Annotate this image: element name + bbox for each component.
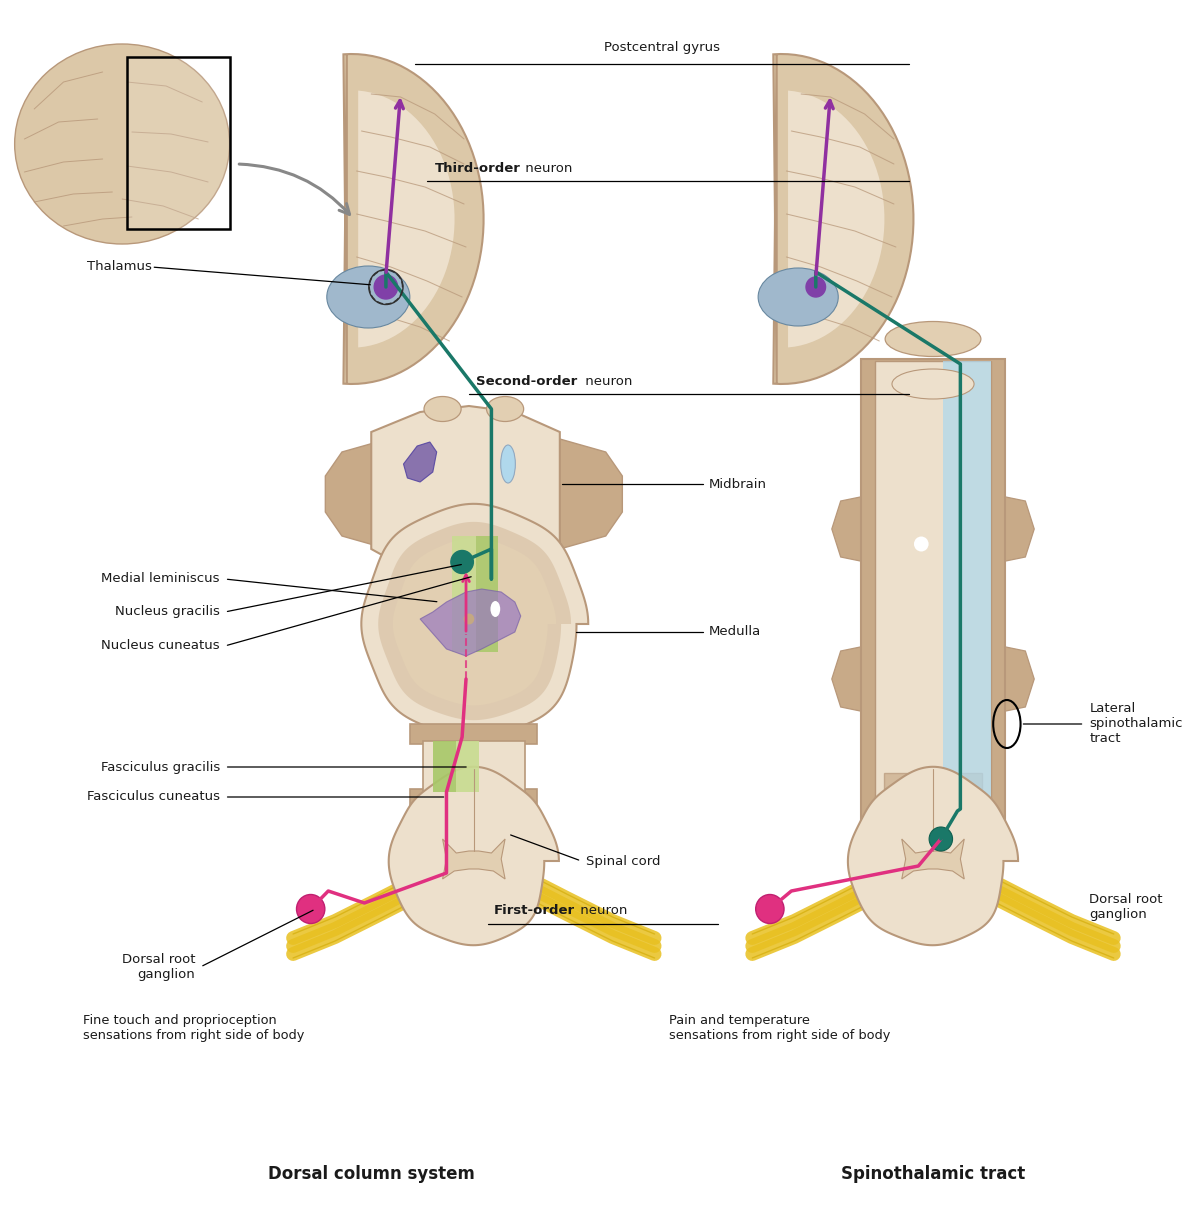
Text: Thalamus: Thalamus (86, 261, 151, 274)
Circle shape (806, 277, 826, 297)
Polygon shape (991, 494, 1034, 564)
Text: Second-order: Second-order (475, 375, 577, 388)
Polygon shape (371, 406, 560, 583)
Polygon shape (862, 359, 1004, 839)
Circle shape (451, 551, 473, 574)
Circle shape (296, 895, 325, 923)
Ellipse shape (886, 322, 980, 356)
Polygon shape (901, 839, 965, 879)
Circle shape (929, 827, 953, 850)
Text: Spinothalamic tract: Spinothalamic tract (841, 1165, 1025, 1184)
Text: Dorsal root
ganglion: Dorsal root ganglion (1090, 893, 1163, 921)
Text: Nucleus gracilis: Nucleus gracilis (115, 606, 220, 618)
Polygon shape (832, 494, 875, 564)
Polygon shape (875, 361, 991, 837)
Circle shape (374, 275, 397, 299)
Polygon shape (422, 741, 526, 791)
Ellipse shape (758, 268, 839, 326)
Polygon shape (358, 90, 455, 348)
Text: neuron: neuron (576, 905, 628, 917)
Bar (127, 57, 229, 229)
Text: Lateral
spinothalamic
tract: Lateral spinothalamic tract (1090, 703, 1183, 746)
Polygon shape (378, 522, 571, 720)
Polygon shape (475, 536, 498, 653)
Text: Medulla: Medulla (708, 626, 761, 639)
Text: Fine touch and proprioception
sensations from right side of body: Fine touch and proprioception sensations… (83, 1014, 305, 1042)
Ellipse shape (326, 265, 410, 328)
Polygon shape (456, 741, 479, 791)
Text: Nucleus cuneatus: Nucleus cuneatus (101, 639, 220, 653)
Ellipse shape (491, 601, 500, 617)
Polygon shape (403, 442, 437, 482)
Polygon shape (433, 741, 456, 791)
Polygon shape (560, 439, 623, 549)
Ellipse shape (424, 397, 461, 422)
Polygon shape (773, 54, 913, 383)
Circle shape (463, 613, 474, 624)
Text: Medial leminiscus: Medial leminiscus (101, 573, 220, 585)
Circle shape (914, 537, 929, 552)
Polygon shape (883, 773, 983, 789)
Polygon shape (389, 767, 559, 945)
Polygon shape (420, 589, 521, 656)
Text: neuron: neuron (581, 375, 632, 388)
Polygon shape (361, 504, 588, 737)
Ellipse shape (892, 369, 974, 399)
Text: Dorsal root
ganglion: Dorsal root ganglion (122, 952, 196, 981)
Polygon shape (343, 54, 484, 383)
Polygon shape (325, 439, 388, 549)
Text: Fasciculus cuneatus: Fasciculus cuneatus (86, 790, 220, 804)
Bar (127, 57, 229, 229)
Text: Midbrain: Midbrain (708, 478, 767, 490)
Polygon shape (443, 839, 505, 879)
Polygon shape (392, 537, 557, 705)
Ellipse shape (14, 44, 229, 245)
Polygon shape (848, 767, 1018, 945)
Polygon shape (991, 644, 1034, 714)
Text: Fasciculus gracilis: Fasciculus gracilis (101, 761, 220, 773)
Text: neuron: neuron (521, 162, 572, 175)
Text: Pain and temperature
sensations from right side of body: Pain and temperature sensations from rig… (670, 1014, 890, 1042)
Circle shape (756, 895, 784, 923)
Polygon shape (788, 90, 884, 348)
Ellipse shape (500, 445, 515, 483)
Text: Third-order: Third-order (434, 162, 521, 175)
Polygon shape (452, 536, 475, 653)
Polygon shape (410, 724, 538, 744)
Ellipse shape (486, 397, 523, 422)
Text: Spinal cord: Spinal cord (586, 854, 661, 868)
Polygon shape (943, 361, 991, 837)
Text: Postcentral gyrus: Postcentral gyrus (604, 41, 720, 54)
Polygon shape (425, 773, 523, 789)
Text: Dorsal column system: Dorsal column system (268, 1165, 475, 1184)
Polygon shape (410, 789, 538, 809)
Text: First-order: First-order (493, 905, 575, 917)
Polygon shape (832, 644, 875, 714)
